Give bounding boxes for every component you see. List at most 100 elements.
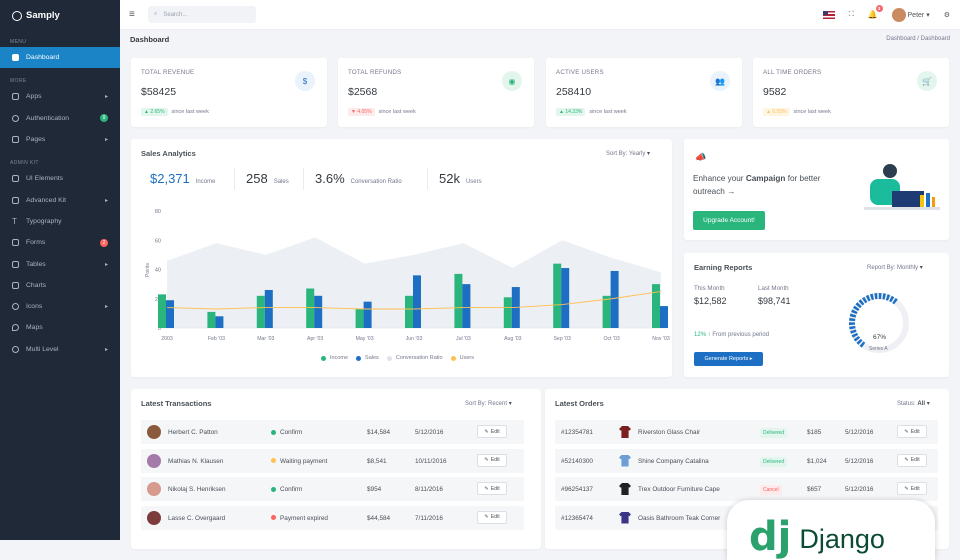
stat-change-chip: ▲ 0.55% <box>763 108 790 116</box>
edit-button[interactable]: ✎ Edit <box>897 482 927 495</box>
refund-icon: ◉ <box>502 71 522 91</box>
sidebar-item-dashboard[interactable]: Dashboard <box>0 47 120 69</box>
stat-label: TOTAL REVENUE <box>141 69 195 76</box>
sidebar-item-multi-level[interactable]: Multi Level ▸ <box>0 339 120 360</box>
price: $657 <box>807 486 822 493</box>
cart-icon: 🛒 <box>917 71 937 91</box>
sidebar-item-typography[interactable]: T Typography <box>0 211 120 232</box>
sidebar-item-forms[interactable]: Forms 2 <box>0 232 120 253</box>
customer-name: Mathias N. Klausen <box>168 457 224 465</box>
edit-button[interactable]: ✎ Edit <box>477 510 507 524</box>
sales-sort-dropdown[interactable]: Sort By: Yearly ▾ <box>606 151 651 157</box>
stat-card-active-users: ACTIVE USERS 258410 ▲ 14.33% since last w… <box>546 58 742 127</box>
chevron-right-icon: ▸ <box>104 137 108 144</box>
gear-icon[interactable]: ⚙ <box>943 11 950 19</box>
brand-name: Samply <box>26 10 60 21</box>
bar-income <box>454 273 463 328</box>
order-status-badge: Delivered <box>760 456 788 467</box>
sidebar-item-advanced-kit[interactable]: Advanced Kit ▸ <box>0 189 120 210</box>
orders-status-dropdown[interactable]: Status: All ▾ <box>897 401 930 407</box>
stat-value: 258410 <box>556 86 592 98</box>
amount: $8,541 <box>367 457 387 465</box>
user-menu[interactable]: Peter ▾ <box>891 7 930 22</box>
stat-since: since last week <box>171 109 209 115</box>
status: Waiting payment <box>271 458 327 465</box>
edit-button[interactable]: ✎ Edit <box>477 453 507 467</box>
bar-income <box>602 295 611 328</box>
user-circle-icon <box>12 114 19 122</box>
chevron-down-icon: ▾ <box>926 11 930 19</box>
us-flag-icon[interactable] <box>822 10 835 19</box>
stat-label: TOTAL REFUNDS <box>348 69 402 76</box>
sidebar-item-charts[interactable]: Charts <box>0 275 120 296</box>
transactions-title: Latest Transactions <box>141 399 212 408</box>
product-name: Shine Company Catalina <box>638 457 709 465</box>
user-name: Peter <box>907 11 925 19</box>
django-logo-text: Django <box>799 523 885 554</box>
sidebar-item-label: Tables <box>26 260 46 268</box>
stat-change-chip: ▲ 14.33% <box>556 108 586 116</box>
edit-button[interactable]: ✎ Edit <box>477 482 507 495</box>
menu-toggle-icon[interactable]: ≡ <box>129 9 135 20</box>
last-month-label: Last Month <box>758 285 789 292</box>
stat-card-refunds: TOTAL REFUNDS $2568 ▼ 4.05% since last we… <box>338 58 534 127</box>
date: 10/11/2016 <box>415 457 447 465</box>
fullscreen-icon[interactable]: ⛶ <box>848 10 854 18</box>
sidebar-item-label: Multi Level <box>26 345 59 353</box>
search-icon: ⌕ <box>154 11 158 17</box>
edit-icon: ✎ <box>484 457 489 463</box>
kpi-users: 52k Users <box>439 171 482 186</box>
orders-title: Latest Orders <box>555 399 604 408</box>
sidebar-item-tables[interactable]: Tables ▸ <box>0 253 120 274</box>
brand[interactable]: Samply <box>0 0 120 31</box>
y-axis-label: Points <box>145 263 151 277</box>
campaign-text: Enhance your Campaign for better outreac… <box>693 174 821 196</box>
upgrade-account-button[interactable]: Upgrade Account! <box>693 211 765 230</box>
sidebar-item-label: Authentication <box>26 114 70 122</box>
page-title: Dashboard <box>130 34 170 44</box>
customer-name: Nikolaj S. Henriksen <box>168 486 226 493</box>
x-tick-label: May '03 <box>356 336 374 342</box>
edit-button[interactable]: ✎ Edit <box>897 425 927 438</box>
earning-title: Earning Reports <box>694 263 753 272</box>
bell-icon[interactable]: 🔔 3 <box>868 5 883 19</box>
sidebar-item-pages[interactable]: Pages ▸ <box>0 129 120 150</box>
stat-since: since last week <box>589 109 627 115</box>
date: 7/11/2016 <box>415 514 443 522</box>
edit-button[interactable]: ✎ Edit <box>897 453 927 467</box>
gauge-series: Series A <box>869 346 888 352</box>
breadcrumb-link[interactable]: Dashboard <box>886 36 916 42</box>
y-tick-label: 80 <box>155 209 161 215</box>
table-row: #96254137 Trex Outdoor Furniture Cape Canc… <box>555 477 938 501</box>
sidebar: Samply MENU Dashboard MORE Apps ▸ Authent… <box>0 0 120 540</box>
table-row: Lasse C. Overgaard Payment expired $44,584… <box>141 505 524 530</box>
report-by-dropdown[interactable]: Report By: Monthly ▾ <box>867 265 923 271</box>
bar-sales <box>413 275 421 328</box>
sidebar-item-maps[interactable]: Maps <box>0 317 120 338</box>
date: 8/11/2016 <box>415 486 443 493</box>
transactions-sort-dropdown[interactable]: Sort By: Recent ▾ <box>465 401 512 407</box>
last-month-value: $98,741 <box>758 296 791 306</box>
legend-sales-dot <box>356 355 362 361</box>
topbar: ≡ ⌕ Search... ⛶ 🔔 3 Peter ▾ ⚙ <box>120 0 960 30</box>
customer-name: Lasse C. Overgaard <box>168 514 226 522</box>
breadcrumb-separator: / <box>917 36 919 42</box>
bar-sales <box>166 300 174 328</box>
generate-reports-button[interactable]: Generate Reports ▸ <box>694 352 763 366</box>
box-icon <box>12 175 19 183</box>
bar-sales <box>363 301 372 328</box>
sidebar-item-apps[interactable]: Apps ▸ <box>0 86 120 107</box>
stat-value: $58425 <box>141 86 177 98</box>
stat-card-revenue: TOTAL REVENUE $58425 ▲ 2.65% since last w… <box>131 58 327 127</box>
search-input[interactable]: ⌕ Search... <box>148 6 256 23</box>
page-header: Dashboard Dashboard / Dashboard <box>130 30 950 48</box>
sidebar-item-authentication[interactable]: Authentication 9 <box>0 108 120 129</box>
sidebar-item-ui-elements[interactable]: UI Elements <box>0 168 120 189</box>
order-id: #52140300 <box>561 457 593 465</box>
bar-income <box>355 308 364 328</box>
chevron-right-icon: ▸ <box>104 304 108 311</box>
edit-button[interactable]: ✎ Edit <box>477 425 507 438</box>
sidebar-item-icons[interactable]: Icons ▸ <box>0 296 120 317</box>
growth-line: 12% ↑ From previous period <box>694 332 770 338</box>
date: 5/12/2016 <box>415 429 444 436</box>
